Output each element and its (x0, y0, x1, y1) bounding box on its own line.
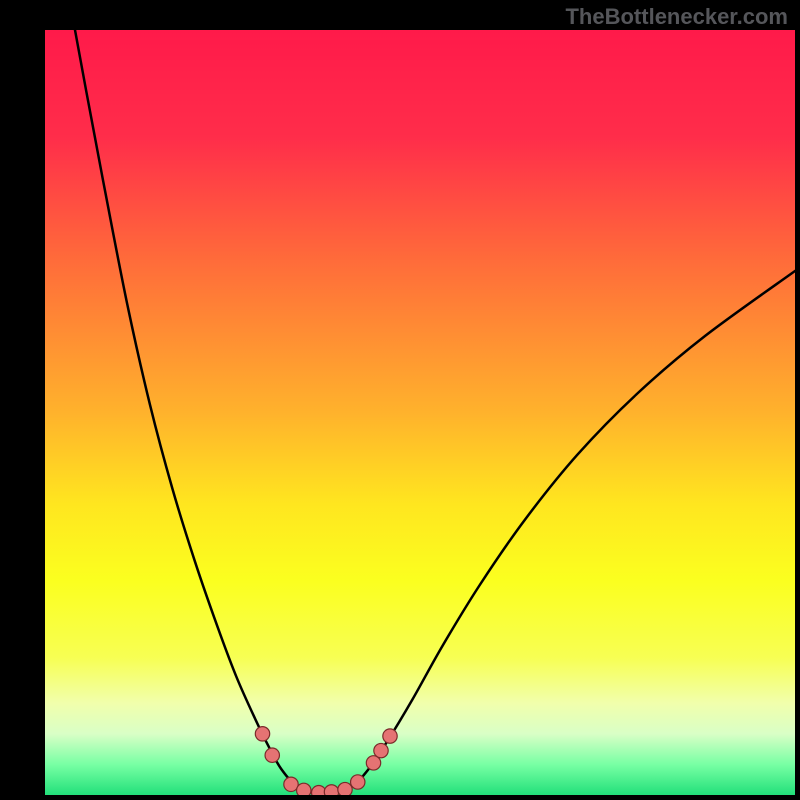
watermark-text: TheBottlenecker.com (565, 4, 788, 30)
chart-svg (45, 30, 795, 795)
plot-area (45, 30, 795, 795)
data-marker (297, 783, 311, 795)
data-marker (374, 743, 388, 757)
data-marker (351, 775, 365, 789)
data-marker (255, 727, 269, 741)
data-marker (265, 748, 279, 762)
data-marker (383, 729, 397, 743)
data-marker (312, 786, 326, 795)
data-marker (338, 782, 352, 795)
chart-canvas: TheBottlenecker.com (0, 0, 800, 800)
curve-left-curve (75, 30, 795, 794)
data-marker (324, 785, 338, 795)
